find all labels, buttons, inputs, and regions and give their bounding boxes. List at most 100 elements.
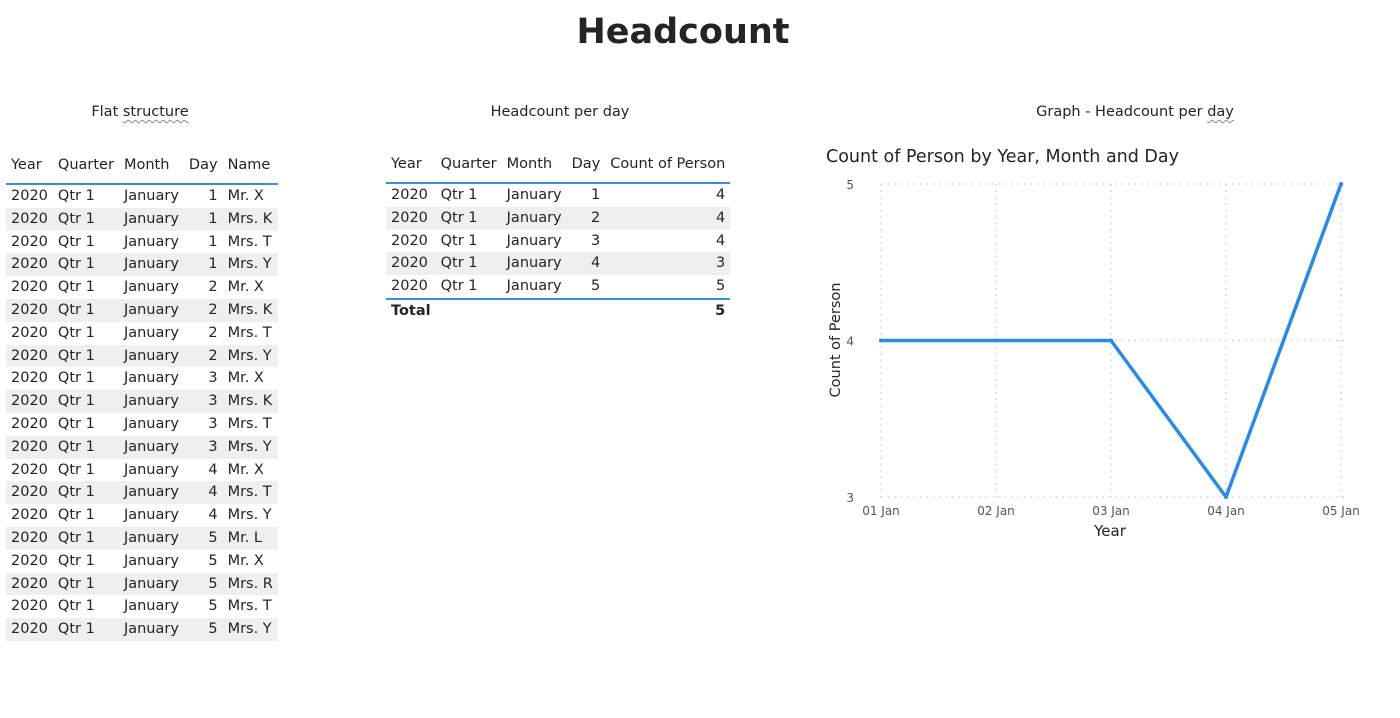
flat-cell: 2020 [11, 598, 48, 615]
perday-col-count[interactable]: Count of Person [605, 146, 731, 184]
flat-cell: 5 [183, 618, 223, 641]
perday-cell: 4 [716, 232, 726, 249]
chart-data-point[interactable] [1224, 495, 1228, 499]
flat-row[interactable]: 2020 Qtr 1 January 3 Mrs. K [6, 390, 278, 413]
flat-cell: Mrs. T [227, 324, 272, 341]
chart-data-point[interactable] [1339, 182, 1343, 186]
flat-row[interactable]: 2020 Qtr 1 January 4 Mrs. T [6, 481, 278, 505]
flat-cell: 3 [208, 370, 218, 387]
flat-cell: 2020 [6, 253, 53, 277]
flat-cell: 2020 [6, 390, 53, 413]
flat-cell: Mr. X [227, 370, 264, 387]
graph-section-title-text: Graph - Headcount per [1036, 104, 1208, 120]
flat-cell: Mr. L [222, 526, 278, 550]
perday-cell: January [506, 278, 562, 295]
flat-row[interactable]: 2020 Qtr 1 January 3 Mrs. T [6, 413, 278, 436]
flat-cell: Mr. X [227, 188, 264, 204]
flat-row[interactable]: 2020 Qtr 1 January 5 Mrs. Y [6, 618, 278, 641]
chart-series [879, 182, 1343, 499]
perday-header-row: Year Quarter Month Day Count of Person [386, 146, 731, 184]
flat-col-day[interactable]: Day [183, 147, 223, 185]
flat-row[interactable]: 2020 Qtr 1 January 3 Mr. X [6, 367, 278, 390]
perday-col-quarter[interactable]: Quarter [435, 146, 502, 184]
flat-cell: Mr. X [227, 461, 264, 478]
flat-col-year[interactable]: Year [6, 147, 53, 185]
flat-col-name[interactable]: Name [222, 147, 278, 185]
flat-row[interactable]: 2020 Qtr 1 January 2 Mrs. K [6, 298, 278, 322]
perday-col-month[interactable]: Month [501, 146, 567, 184]
chart-x-tick-label: 03 Jan [1092, 504, 1130, 518]
flat-cell: Qtr 1 [57, 461, 95, 478]
perday-row[interactable]: 2020 Qtr 1 January 4 3 [386, 252, 731, 276]
flat-cell: Qtr 1 [57, 279, 95, 296]
flat-cell: Mrs. T [227, 598, 272, 615]
perday-row[interactable]: 2020 Qtr 1 January 3 4 [386, 230, 730, 253]
flat-cell: 2020 [6, 526, 53, 550]
flat-col-month[interactable]: Month [118, 147, 184, 185]
graph-section-title: Graph - Headcount per day [1010, 104, 1260, 120]
flat-row[interactable]: 2020 Qtr 1 January 4 Mrs. Y [6, 504, 278, 527]
perday-row[interactable]: 2020 Qtr 1 January 2 4 [386, 206, 731, 230]
flat-cell: Qtr 1 [52, 207, 119, 231]
flat-cell: January [123, 188, 179, 204]
flat-row[interactable]: 2020 Qtr 1 January 1 Mrs. Y [6, 253, 278, 277]
flat-row[interactable]: 2020 Qtr 1 January 3 Mrs. Y [6, 435, 278, 459]
flat-cell: Mrs. K [222, 390, 278, 413]
flat-row[interactable]: 2020 Qtr 1 January 5 Mrs. T [6, 595, 278, 618]
line-chart[interactable]: 3 4 5 01 Jan 02 Jan 03 Jan 04 Jan 05 Jan Count… [820, 170, 1380, 590]
flat-cell: 2020 [6, 481, 53, 505]
perday-cell: 4 [605, 206, 731, 230]
flat-cell: January [123, 415, 179, 432]
flat-cell: 5 [208, 552, 218, 569]
perday-cell: 5 [591, 278, 601, 295]
perday-cell: January [501, 206, 567, 230]
flat-row[interactable]: 2020 Qtr 1 January 1 Mrs. T [6, 231, 278, 254]
flat-cell: January [118, 618, 184, 641]
flat-cell: January [118, 344, 184, 368]
perday-col-year[interactable]: Year [386, 146, 436, 184]
flat-row[interactable]: 2020 Qtr 1 January 1 Mr. X [6, 184, 278, 208]
flat-cell: 2 [183, 344, 223, 368]
perday-row[interactable]: 2020 Qtr 1 January 5 5 [386, 275, 730, 299]
perday-cell: 2020 [386, 206, 436, 230]
chart-data-point[interactable] [879, 338, 883, 343]
flat-row[interactable]: 2020 Qtr 1 January 5 Mr. X [6, 550, 278, 573]
perday-cell: Qtr 1 [440, 278, 478, 295]
flat-cell: 5 [183, 572, 223, 596]
flat-row[interactable]: 2020 Qtr 1 January 5 Mrs. R [6, 572, 278, 596]
flat-cell: January [118, 207, 184, 231]
flat-row[interactable]: 2020 Qtr 1 January 5 Mr. L [6, 526, 278, 550]
flat-cell: 5 [208, 598, 218, 615]
flat-row[interactable]: 2020 Qtr 1 January 1 Mrs. K [6, 207, 278, 231]
flat-row[interactable]: 2020 Qtr 1 January 4 Mr. X [6, 459, 278, 482]
flat-cell: Qtr 1 [52, 618, 119, 641]
chart-y-axis-label: Count of Person [828, 283, 844, 398]
flat-cell: Mrs. Y [222, 435, 278, 459]
graph-section-title-squiggle: day [1207, 104, 1234, 120]
page-title: Headcount [576, 12, 790, 52]
flat-cell: January [118, 253, 184, 277]
flat-cell: Mrs. Y [222, 253, 278, 277]
perday-row[interactable]: 2020 Qtr 1 January 1 4 [386, 183, 730, 207]
flat-cell: Mrs. T [227, 415, 272, 432]
chart-x-tick-label: 02 Jan [977, 504, 1015, 518]
perday-cell: 3 [605, 252, 731, 276]
flat-cell: Mrs. Y [222, 344, 278, 368]
flat-cell: Mrs. K [222, 298, 278, 322]
flat-cell: 2020 [11, 415, 48, 432]
chart-title: Count of Person by Year, Month and Day [826, 147, 1179, 167]
flat-row[interactable]: 2020 Qtr 1 January 2 Mrs. T [6, 322, 278, 345]
chart-y-tick-label: 5 [846, 178, 854, 192]
chart-data-point[interactable] [1109, 338, 1113, 343]
flat-cell: January [118, 390, 184, 413]
chart-y-ticks: 3 4 5 [846, 178, 854, 505]
perday-col-day[interactable]: Day [566, 146, 606, 184]
chart-x-axis-label: Year [1093, 522, 1127, 540]
flat-header-row: Year Quarter Month Day Name [6, 147, 278, 185]
flat-row[interactable]: 2020 Qtr 1 January 2 Mr. X [6, 276, 278, 299]
flat-cell: January [123, 598, 179, 615]
chart-data-point[interactable] [994, 338, 998, 343]
flat-row[interactable]: 2020 Qtr 1 January 2 Mrs. Y [6, 344, 278, 368]
chart-x-tick-label: 01 Jan [862, 504, 900, 518]
flat-col-quarter[interactable]: Quarter [52, 147, 119, 185]
